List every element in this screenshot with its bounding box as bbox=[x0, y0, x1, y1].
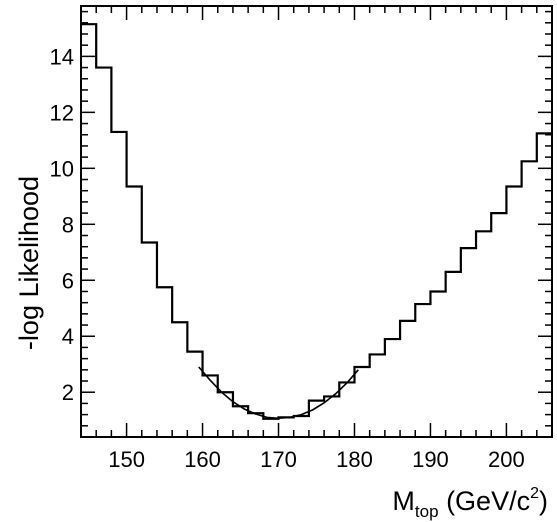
y-tick-label: 10 bbox=[50, 156, 74, 181]
x-tick-label: 170 bbox=[260, 447, 297, 472]
y-tick-label: 2 bbox=[62, 380, 74, 405]
likelihood-step-histogram bbox=[81, 23, 552, 420]
x-tick-label: 180 bbox=[336, 447, 373, 472]
y-tick-label: 8 bbox=[62, 212, 74, 237]
x-axis-label-superscript: 2 bbox=[530, 485, 539, 502]
y-tick-labels: 2 4 6 8 10 12 14 bbox=[50, 44, 74, 405]
x-axis-label-end: ) bbox=[539, 486, 548, 516]
x-tick-label: 160 bbox=[184, 447, 221, 472]
x-tick-label: 150 bbox=[108, 447, 145, 472]
x-axis-label-unit: (GeV/c bbox=[439, 486, 531, 516]
axis-ticks bbox=[80, 6, 553, 438]
y-tick-label: 14 bbox=[50, 44, 74, 69]
x-axis-label-subscript: top bbox=[415, 502, 439, 521]
y-tick-label: 4 bbox=[62, 324, 74, 349]
x-axis-label-main: M bbox=[392, 486, 415, 516]
x-tick-label: 200 bbox=[488, 447, 525, 472]
x-tick-labels: 150 160 170 180 190 200 bbox=[108, 447, 525, 472]
plot-frame bbox=[80, 5, 553, 438]
y-axis-label: -log Likelihood bbox=[14, 176, 44, 350]
x-tick-label: 190 bbox=[412, 447, 449, 472]
y-tick-label: 12 bbox=[50, 100, 74, 125]
x-axis-label: Mtop (GeV/c2) bbox=[392, 485, 548, 521]
y-tick-label: 6 bbox=[62, 268, 74, 293]
